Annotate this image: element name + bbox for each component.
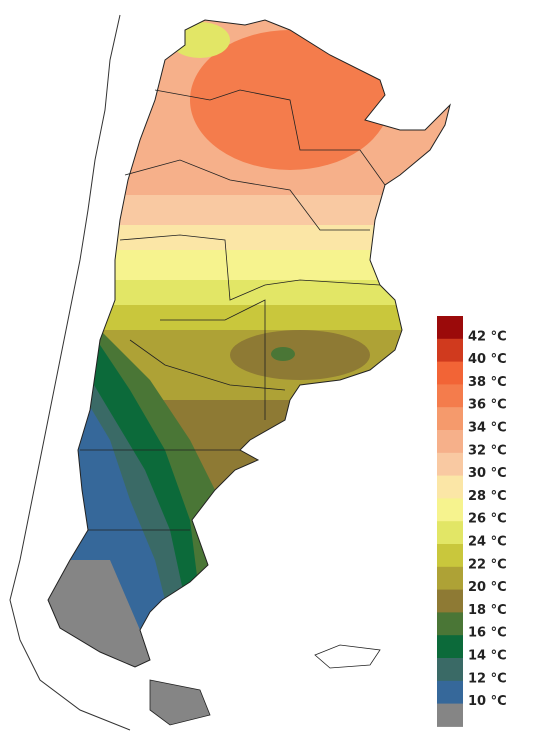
legend-swatch xyxy=(437,452,463,477)
zone xyxy=(271,347,295,361)
legend-label: 26 °C xyxy=(468,512,507,527)
legend-label: 12 °C xyxy=(468,671,507,686)
malvinas xyxy=(314,644,381,669)
legend-swatch xyxy=(437,361,463,385)
legend-label: 18 °C xyxy=(468,603,507,618)
legend-label: 38 °C xyxy=(468,375,507,390)
legend-label: 30 °C xyxy=(468,466,507,481)
legend-swatch xyxy=(437,612,463,636)
zone xyxy=(170,22,230,58)
legend: 42 °C 40 °C 38 °C 36 °C 34 °C 32 °C 30 °C 28 °C… xyxy=(437,316,507,727)
zone xyxy=(230,330,370,380)
legend-swatch xyxy=(437,521,463,545)
legend-swatch xyxy=(437,658,463,682)
legend-label: 36 °C xyxy=(468,398,507,413)
legend-label: 40 °C xyxy=(468,352,507,367)
legend-swatch xyxy=(437,635,463,659)
legend-label: 20 °C xyxy=(468,580,507,595)
tierra-del-fuego xyxy=(149,679,211,726)
legend-swatch xyxy=(437,589,463,613)
legend-swatch xyxy=(437,703,463,727)
legend-swatch xyxy=(437,407,463,431)
country-border xyxy=(47,19,451,668)
legend-label: 14 °C xyxy=(468,649,507,664)
legend-label: 28 °C xyxy=(468,489,507,504)
legend-label: 32 °C xyxy=(468,443,507,458)
legend-swatch xyxy=(437,680,463,705)
legend-swatch xyxy=(437,430,463,454)
legend-swatch xyxy=(437,316,463,340)
chile-coast xyxy=(9,14,131,731)
legend-label: 24 °C xyxy=(468,535,507,550)
legend-swatch xyxy=(437,475,463,499)
legend-swatch xyxy=(437,338,463,363)
legend-swatch xyxy=(437,566,463,591)
legend-label: 10 °C xyxy=(468,694,507,709)
legend-label: 34 °C xyxy=(468,421,507,436)
province-borders xyxy=(80,89,386,531)
legend-swatch xyxy=(437,544,463,568)
legend-label: 16 °C xyxy=(468,626,507,641)
legend-label: 22 °C xyxy=(468,557,507,572)
legend-swatch xyxy=(437,384,463,408)
legend-label: 42 °C xyxy=(468,329,507,344)
legend-swatch xyxy=(437,498,463,522)
